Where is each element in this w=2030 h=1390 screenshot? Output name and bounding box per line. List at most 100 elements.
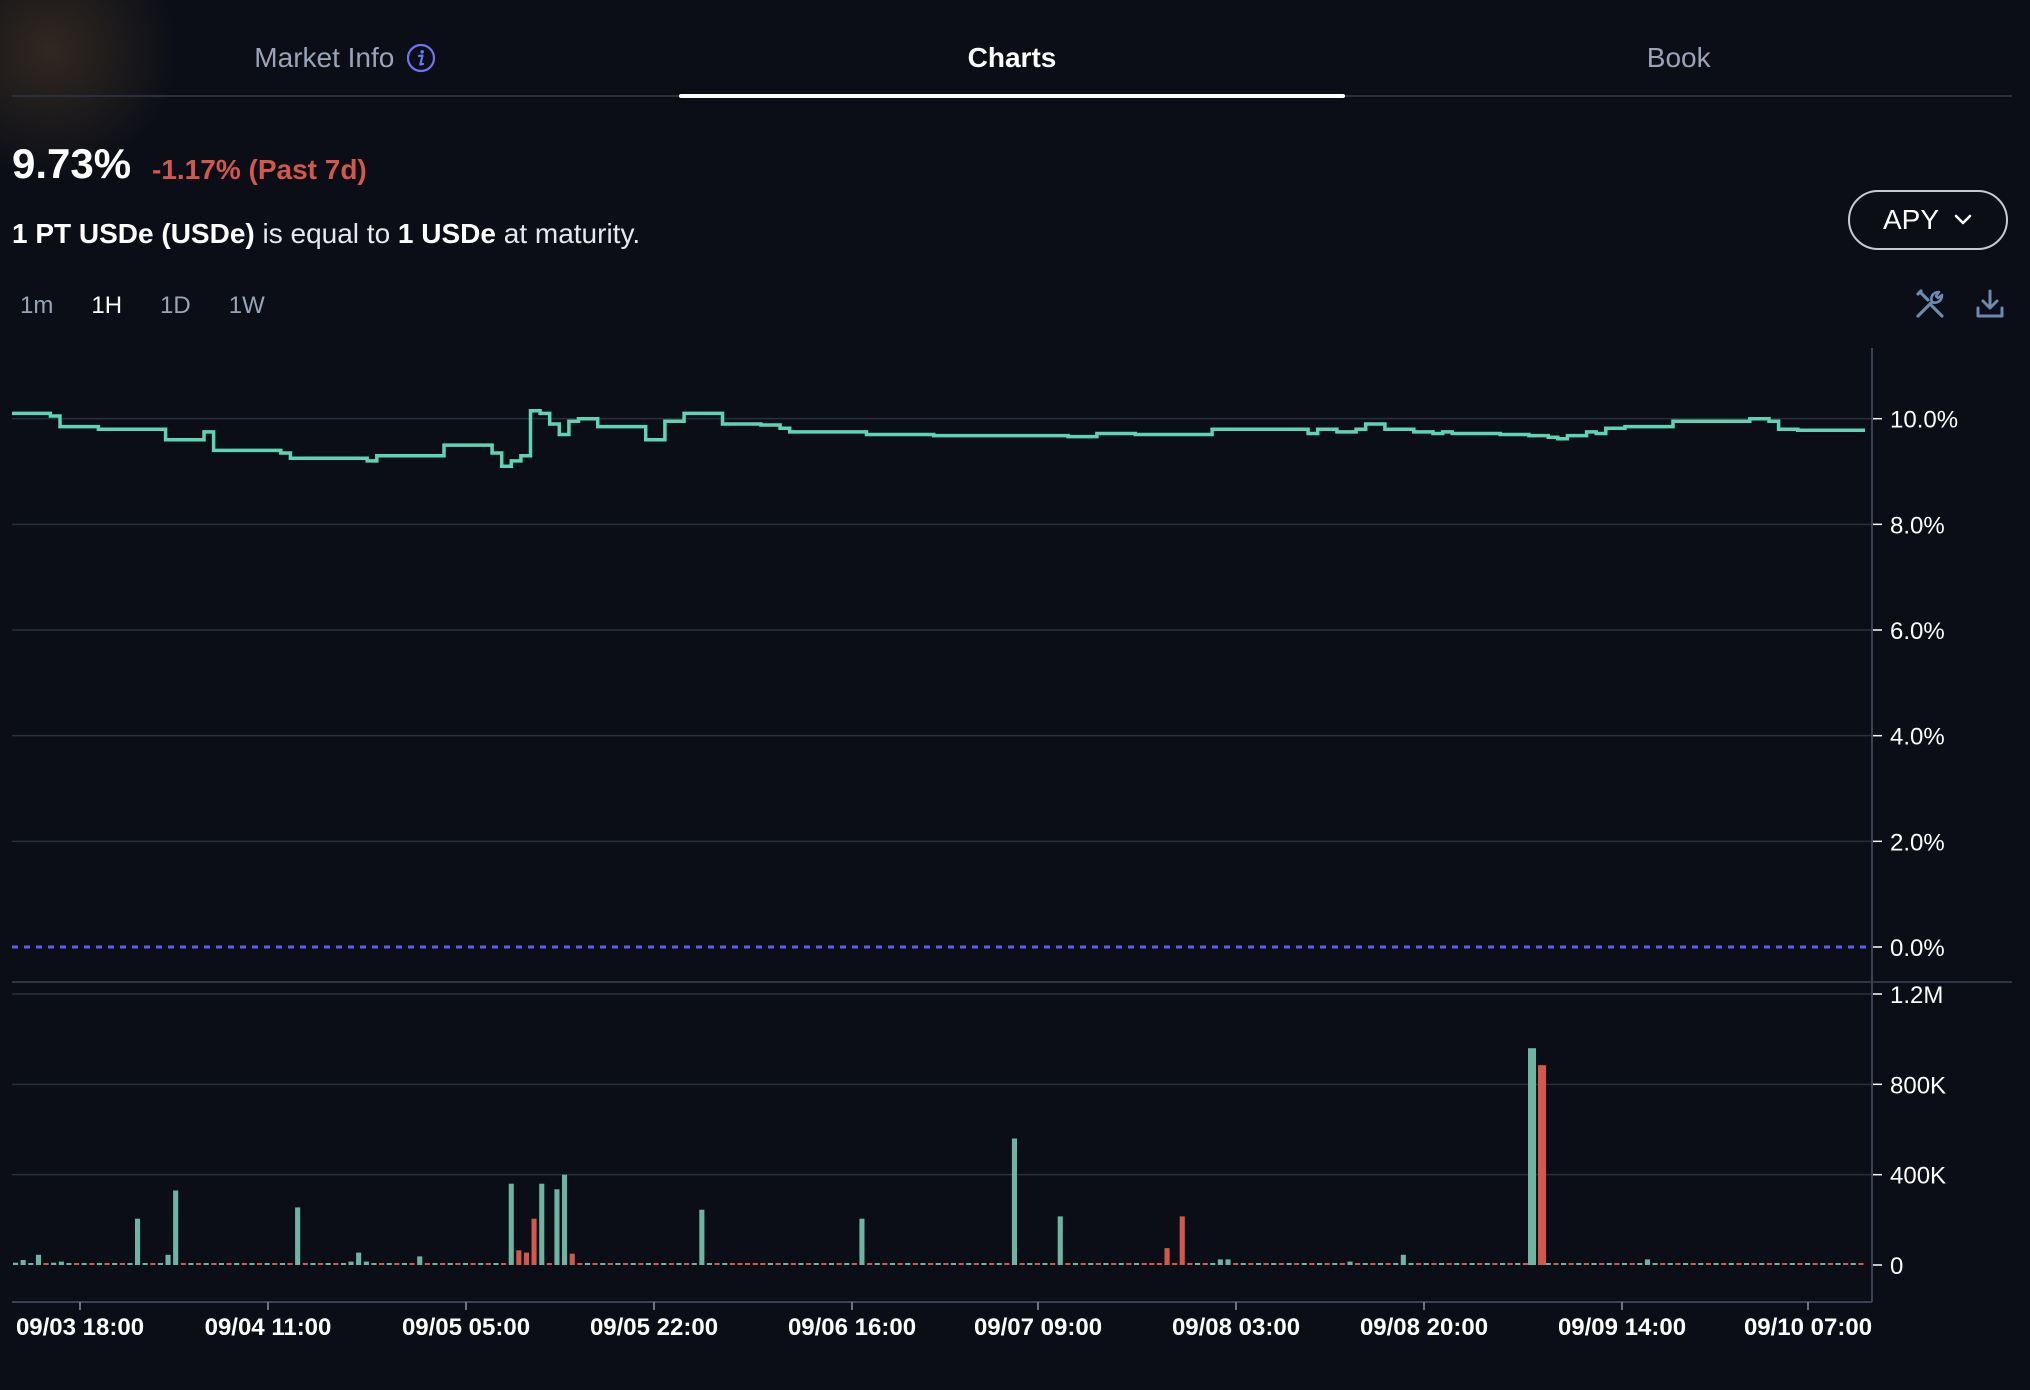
- tab-charts[interactable]: Charts: [678, 20, 1346, 98]
- volume-bar: [1263, 1263, 1269, 1265]
- volume-bar: [1561, 1263, 1567, 1265]
- volume-bar: [1660, 1263, 1666, 1265]
- volume-bar: [821, 1263, 827, 1265]
- volume-bar: [1317, 1263, 1323, 1265]
- volume-bar: [386, 1263, 392, 1265]
- volume-bar: [1461, 1263, 1467, 1265]
- volume-bar: [1050, 1263, 1056, 1265]
- volume-bar: [714, 1263, 720, 1265]
- volume-bar: [1644, 1259, 1650, 1265]
- volume-bar: [790, 1263, 796, 1265]
- metric-select[interactable]: APY: [1848, 190, 2008, 250]
- volume-bar: [1629, 1263, 1635, 1265]
- volume-bar: [623, 1263, 629, 1265]
- volume-bar: [943, 1263, 949, 1265]
- volume-bar: [905, 1263, 911, 1265]
- volume-bar: [379, 1263, 385, 1265]
- volume-bar: [874, 1263, 880, 1265]
- volume-bar: [592, 1263, 598, 1265]
- interval-1d[interactable]: 1D: [160, 292, 191, 319]
- volume-bar: [1431, 1263, 1437, 1265]
- volume-bar: [302, 1263, 308, 1265]
- volume-bar: [226, 1263, 232, 1265]
- volume-bar: [1728, 1263, 1734, 1265]
- chevron-down-icon: [1954, 214, 1972, 225]
- volume-bar: [1240, 1263, 1246, 1265]
- volume-bar: [1248, 1263, 1254, 1265]
- volume-bar: [745, 1263, 751, 1265]
- volume-bar: [455, 1263, 461, 1265]
- x-tick-label: 09/07 09:00: [974, 1314, 1102, 1341]
- volume-bar: [394, 1263, 400, 1265]
- download-icon[interactable]: [1972, 286, 2008, 322]
- volume-bar: [66, 1263, 72, 1265]
- volume-bar: [1294, 1263, 1300, 1265]
- y-tick-label: 400K: [1890, 1163, 1946, 1190]
- volume-bar: [767, 1263, 773, 1265]
- volume-bar: [424, 1263, 430, 1265]
- volume-bar: [1850, 1263, 1856, 1265]
- volume-bar: [1362, 1263, 1368, 1265]
- volume-bar: [1103, 1263, 1109, 1265]
- x-tick-label: 09/08 20:00: [1360, 1314, 1488, 1341]
- volume-bar: [119, 1263, 125, 1265]
- volume-bar: [1301, 1263, 1307, 1265]
- volume-bar: [615, 1263, 621, 1265]
- volume-bar: [1553, 1263, 1559, 1265]
- info-icon[interactable]: [406, 43, 436, 73]
- volume-bar: [1789, 1263, 1795, 1265]
- volume-bar: [1355, 1263, 1361, 1265]
- volume-bar: [584, 1263, 590, 1265]
- volume-bar: [1225, 1259, 1231, 1265]
- volume-bar: [1118, 1263, 1124, 1265]
- volume-bar: [981, 1263, 987, 1265]
- volume-bar: [35, 1254, 41, 1265]
- volume-bar: [1019, 1263, 1025, 1265]
- volume-bar: [20, 1260, 26, 1265]
- volume-bar: [287, 1263, 293, 1265]
- metric-select-label: APY: [1882, 204, 1940, 235]
- volume-bar: [142, 1263, 148, 1265]
- volume-bar: [577, 1263, 583, 1265]
- volume-bar: [501, 1263, 507, 1265]
- tools-icon[interactable]: [1912, 286, 1948, 322]
- volume-bar: [1766, 1263, 1772, 1265]
- volume-bar: [1805, 1263, 1811, 1265]
- volume-bar: [417, 1256, 423, 1265]
- volume-bar: [935, 1263, 941, 1265]
- volume-bar: [180, 1263, 186, 1265]
- tab-charts-label: Charts: [967, 41, 1057, 73]
- volume-bar: [81, 1263, 87, 1265]
- y-tick-label: 1.2M: [1890, 982, 1943, 1009]
- volume-bar: [1576, 1263, 1582, 1265]
- tab-bar: Market Info Charts Book: [12, 20, 2012, 98]
- interval-1h[interactable]: 1H: [91, 292, 123, 319]
- volume-bar: [432, 1263, 438, 1265]
- volume-bar: [1347, 1261, 1353, 1265]
- volume-bar: [196, 1263, 202, 1265]
- volume-bar: [775, 1263, 781, 1265]
- volume-bar: [1179, 1216, 1185, 1265]
- tab-market-info-label: Market Info: [254, 41, 395, 73]
- volume-bar: [523, 1252, 529, 1265]
- tab-market-info[interactable]: Market Info: [12, 20, 679, 95]
- volume-bar: [1484, 1263, 1490, 1265]
- volume-bar: [1423, 1263, 1429, 1265]
- volume-bar: [1637, 1263, 1643, 1265]
- volume-bar: [1271, 1263, 1277, 1265]
- interval-1w[interactable]: 1W: [228, 292, 265, 319]
- volume-bar: [1782, 1263, 1788, 1265]
- interval-1m[interactable]: 1m: [20, 292, 54, 319]
- tab-book[interactable]: Book: [1345, 20, 2012, 95]
- volume-bar: [356, 1252, 362, 1265]
- underlying-amount: 1 USDe: [397, 218, 496, 249]
- volume-bar: [1858, 1263, 1864, 1265]
- volume-bar: [104, 1263, 110, 1265]
- volume-bar: [989, 1263, 995, 1265]
- volume-bar: [249, 1263, 255, 1265]
- volume-bar: [241, 1263, 247, 1265]
- volume-bar: [1332, 1263, 1338, 1265]
- volume-bar: [1004, 1263, 1010, 1265]
- volume-bar: [478, 1263, 484, 1265]
- grid-layer: [12, 417, 2012, 1176]
